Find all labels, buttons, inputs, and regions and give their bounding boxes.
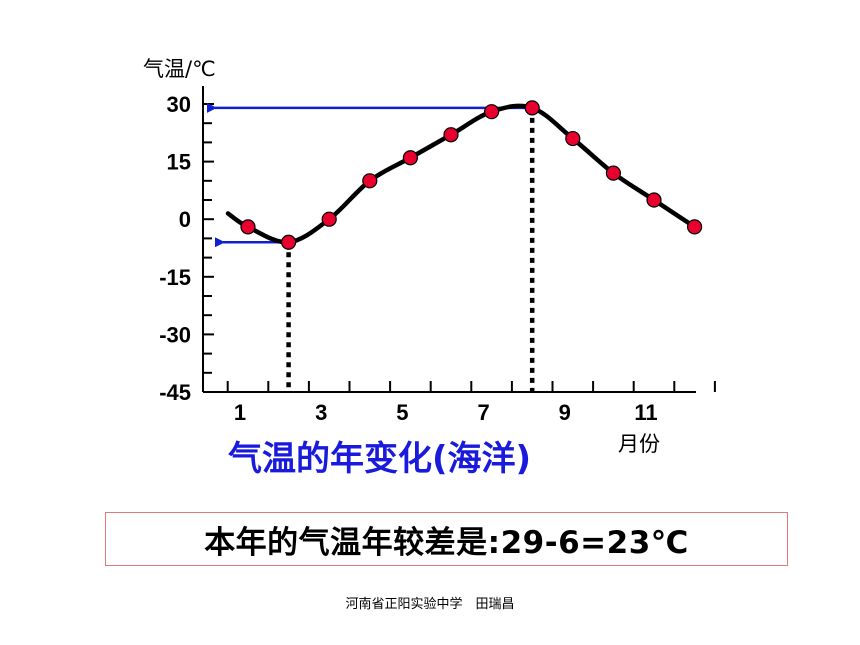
data-point-month-7 — [484, 104, 500, 120]
x-tick-label: 9 — [559, 400, 571, 425]
y-axis-title: 气温/℃ — [143, 57, 216, 81]
data-point-month-12 — [686, 219, 703, 235]
data-point-month-2 — [281, 234, 297, 250]
footer-credit: 河南省正阳实验中学 田瑞昌 — [345, 597, 515, 612]
x-tick-label: 7 — [477, 400, 489, 425]
data-point-month-9 — [565, 130, 581, 147]
temperature-chart: 30 15 0 -15 -30 -45 1 3 5 7 9 11 气温/℃ 月份 气温的年变化(海洋) — [143, 57, 716, 479]
data-point-month-6 — [443, 127, 459, 143]
temperature-curve — [225, 103, 697, 245]
x-tick-label: 3 — [315, 400, 327, 425]
x-tick-label: 11 — [634, 400, 657, 425]
y-tick-label: -15 — [159, 265, 191, 290]
data-point-month-8 — [524, 100, 540, 116]
y-tick-label: 0 — [179, 207, 191, 232]
data-point-month-11 — [646, 192, 662, 208]
result-box: 本年的气温年较差是:29-6=23℃ — [105, 512, 788, 566]
y-tick-label: 30 — [167, 92, 191, 117]
data-point-month-10 — [605, 165, 622, 181]
y-tick-label: 15 — [167, 150, 191, 175]
y-tick-label: -45 — [159, 380, 191, 405]
data-point-month-1 — [240, 219, 256, 235]
x-tick-label: 5 — [396, 400, 408, 425]
data-point-month-3 — [321, 211, 337, 227]
data-point-month-5 — [402, 150, 418, 166]
chart-title: 气温的年变化(海洋) — [227, 439, 531, 479]
x-axis-title: 月份 — [618, 432, 660, 456]
x-tick-label: 1 — [234, 400, 246, 425]
data-point-month-4 — [362, 173, 378, 189]
y-tick-label: -30 — [159, 322, 191, 347]
annual-range-text: 本年的气温年较差是:29-6=23℃ — [204, 524, 689, 561]
